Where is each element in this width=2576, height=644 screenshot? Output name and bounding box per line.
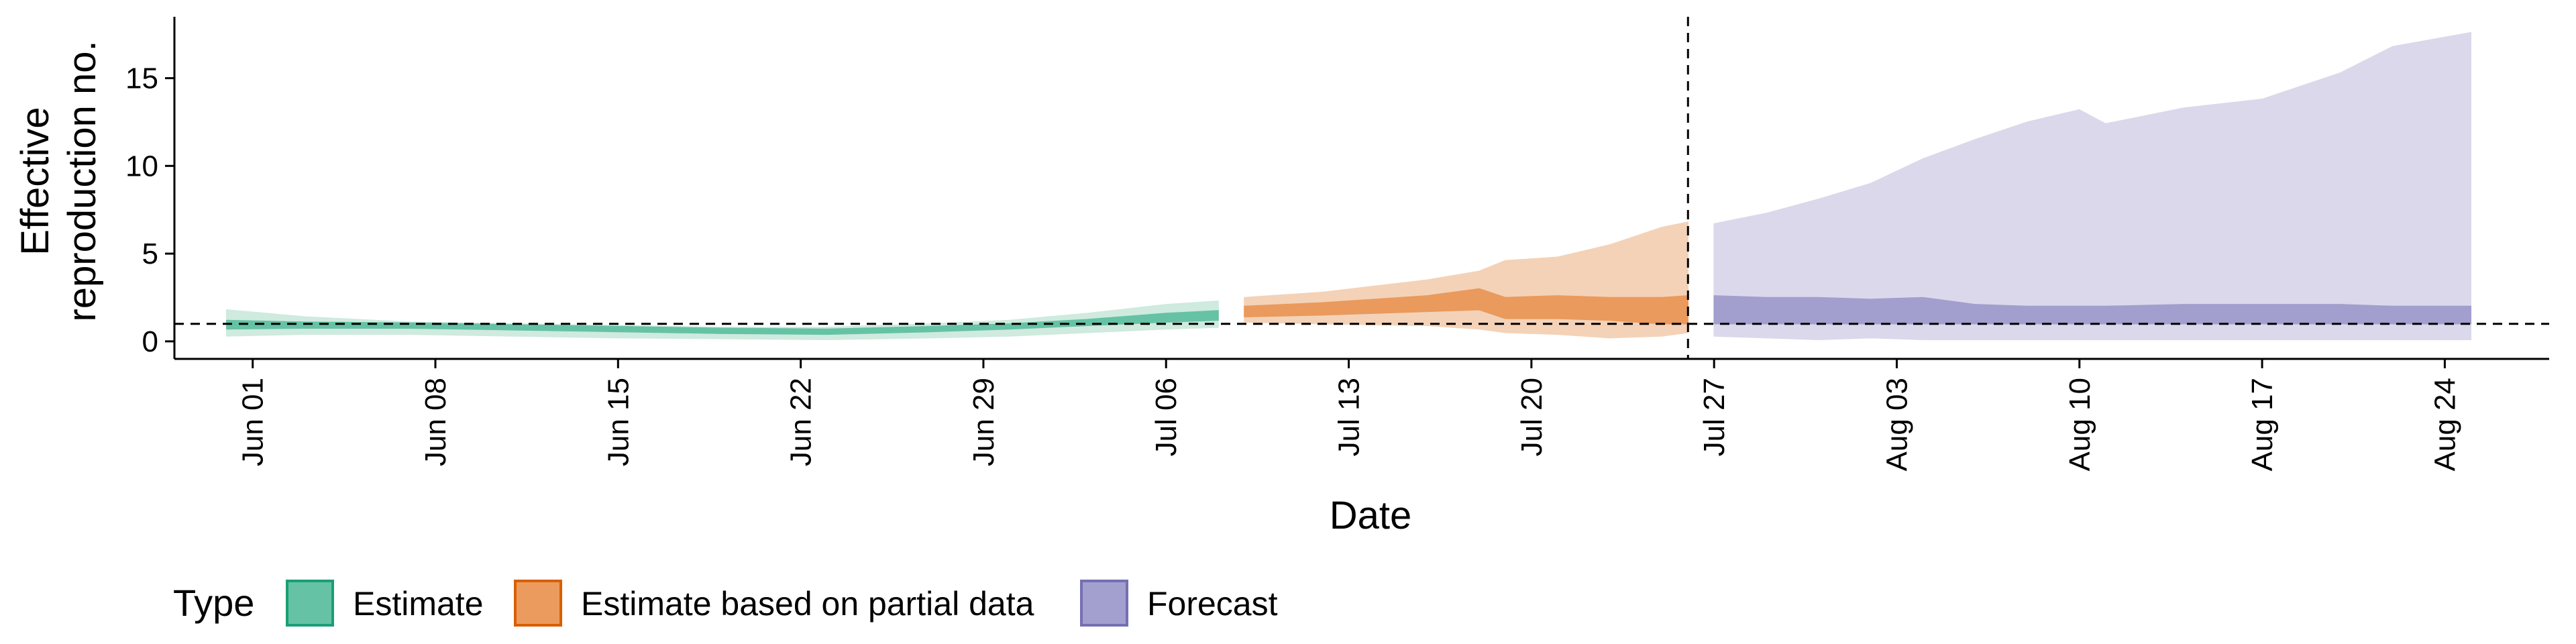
estimate-inner-band (226, 310, 1219, 335)
x-tick-label: Aug 03 (1880, 378, 1913, 471)
legend-label-estimate: Estimate (353, 585, 484, 623)
x-tick-label: Jun 29 (967, 378, 1000, 466)
x-tick-label: Jul 13 (1333, 378, 1366, 456)
y-tick-label: 5 (142, 237, 158, 270)
x-tick-label: Jun 08 (419, 378, 452, 466)
x-tick-label: Aug 10 (2063, 378, 2096, 471)
legend-items: Estimate Estimate based on partial data Fo… (286, 580, 1278, 627)
y-ticks: 0 5 10 15 (125, 62, 174, 358)
x-axis-title: Date (1330, 494, 1412, 537)
forecast-outer-band (1713, 32, 2472, 340)
x-tick-label: Jun 01 (237, 378, 270, 466)
y-tick-label: 0 (142, 325, 158, 358)
y-axis-title-line-1: Effective (13, 107, 57, 255)
legend-swatch-estimate-based-on-partial-data (514, 580, 562, 627)
legend-title: Type (173, 582, 254, 624)
ribbon-layer (226, 32, 2472, 340)
axes (173, 17, 2549, 360)
x-tick-label: Jul 20 (1515, 378, 1548, 456)
legend: Type Estimate Estimate based on partial d… (173, 580, 1278, 627)
legend-label-estimate-based-on-partial-data: Estimate based on partial data (581, 585, 1034, 623)
x-tick-label: Jun 22 (785, 378, 818, 466)
legend-label-forecast: Forecast (1147, 585, 1278, 623)
x-tick-label: Jul 27 (1698, 378, 1731, 456)
legend-swatch-forecast (1080, 580, 1128, 627)
y-axis-title-line-2: reproduction no. (60, 40, 104, 321)
y-tick-label: 10 (125, 150, 158, 182)
y-tick-label: 15 (125, 62, 158, 95)
x-tick-label: Jun 15 (602, 378, 635, 466)
reference-lines (174, 17, 2549, 359)
x-ticks: Jun 01 Jun 08 Jun 15 Jun 22 Jun 29 Jul 06 Jul … (237, 359, 2461, 471)
legend-swatch-estimate (286, 580, 334, 627)
x-tick-label: Aug 24 (2428, 378, 2461, 471)
x-tick-label: Jul 06 (1150, 378, 1183, 456)
x-tick-label: Aug 17 (2246, 378, 2279, 471)
